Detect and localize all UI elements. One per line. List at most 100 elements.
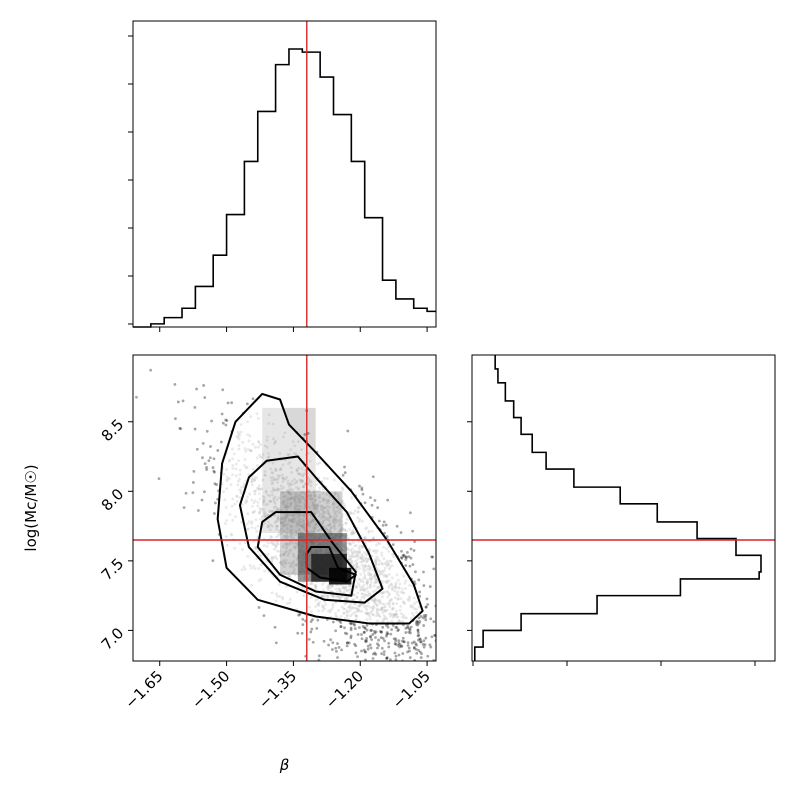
scatter-point	[400, 645, 404, 648]
scatter-point	[386, 632, 390, 636]
scatter-point	[387, 641, 391, 645]
scatter-point	[449, 632, 452, 635]
scatter-point	[461, 698, 464, 701]
scatter-point	[404, 555, 408, 559]
scatter-point	[195, 447, 199, 451]
scatter-point	[436, 678, 439, 681]
scatter-point	[184, 491, 188, 495]
scatter-point	[440, 658, 443, 661]
scatter-point	[345, 632, 349, 636]
scatter-point	[380, 630, 384, 634]
scatter-point	[362, 630, 366, 634]
scatter-point	[196, 509, 200, 512]
scatter-point	[181, 399, 185, 403]
scatter-point	[451, 646, 454, 649]
scatter-point	[205, 429, 209, 433]
scatter-point	[377, 644, 381, 647]
scatter-point	[157, 477, 161, 481]
y-tick-label: 7.0	[98, 624, 128, 654]
scatter-point	[408, 627, 412, 631]
scatter-point	[413, 580, 416, 583]
scatter-point	[408, 511, 412, 515]
mass-histogram-panel	[467, 354, 776, 666]
scatter-point	[360, 633, 363, 636]
scatter-point	[426, 654, 430, 658]
scatter-point	[336, 642, 339, 645]
scatter-point	[439, 609, 442, 612]
scatter-point	[307, 637, 311, 641]
scatter-point	[360, 637, 364, 641]
scatter-point	[385, 631, 389, 634]
y-axis-label: log(Mc/M☉)	[22, 464, 40, 551]
scatter-point	[374, 630, 378, 634]
scatter-point	[311, 618, 314, 621]
scatter-point	[417, 633, 421, 637]
scatter-point	[398, 643, 402, 647]
x-tick-label: −1.65	[121, 667, 166, 712]
scatter-point	[348, 621, 352, 625]
scatter-point	[397, 653, 401, 657]
scatter-point	[370, 503, 374, 507]
scatter-point	[413, 540, 417, 544]
scatter-point	[415, 622, 418, 626]
scatter-point	[384, 623, 388, 627]
scatter-point	[417, 578, 421, 582]
scatter-point	[406, 650, 409, 654]
scatter-point	[422, 639, 426, 643]
scatter-point	[376, 646, 379, 650]
scatter-point	[473, 749, 476, 752]
scatter-point	[394, 625, 398, 629]
scatter-point	[433, 633, 436, 637]
scatter-point	[436, 659, 439, 662]
scatter-point	[444, 651, 447, 654]
scatter-point	[397, 628, 400, 632]
scatter-point	[382, 520, 386, 524]
scatter-point	[419, 640, 423, 644]
scatter-point	[404, 564, 408, 567]
scatter-point	[339, 621, 343, 624]
scatter-point	[331, 620, 335, 624]
scatter-point	[412, 646, 416, 650]
scatter-point	[416, 628, 420, 632]
scatter-point	[399, 531, 403, 534]
scatter-point	[205, 468, 208, 471]
scatter-point	[208, 456, 212, 460]
scatter-point	[404, 626, 408, 630]
scatter-point	[415, 619, 419, 623]
scatter-point	[224, 418, 228, 422]
scatter-point	[224, 423, 228, 427]
scatter-point	[202, 490, 206, 494]
beta-histogram-step	[133, 48, 436, 328]
scatter-point	[416, 620, 420, 624]
scatter-point	[381, 636, 385, 640]
scatter-point	[430, 686, 433, 689]
scatter-point	[408, 649, 411, 653]
scatter-point	[362, 630, 366, 634]
scatter-point	[405, 556, 408, 559]
scatter-point	[226, 336, 229, 339]
scatter-point	[412, 549, 416, 552]
scatter-point	[379, 630, 382, 633]
scatter-point	[365, 628, 369, 632]
scatter-point	[407, 646, 411, 650]
scatter-point	[336, 656, 339, 659]
scatter-point	[374, 668, 377, 671]
scatter-point	[329, 638, 333, 642]
scatter-point	[370, 638, 374, 641]
scatter-point	[374, 636, 377, 639]
scatter-point	[209, 445, 212, 448]
scatter-point	[379, 630, 383, 634]
scatter-point	[353, 627, 357, 631]
scatter-point	[419, 656, 423, 659]
scatter-point	[203, 396, 207, 399]
scatter-point	[380, 679, 383, 682]
scatter-point	[135, 395, 138, 399]
scatter-point	[395, 524, 399, 528]
scatter-point	[418, 619, 422, 623]
scatter-point	[407, 630, 411, 634]
scatter-point	[213, 512, 216, 515]
scatter-point	[419, 638, 422, 641]
y-tick-label: 8.5	[98, 415, 128, 445]
beta-histogram-panel	[128, 20, 437, 332]
scatter-point	[424, 605, 428, 609]
